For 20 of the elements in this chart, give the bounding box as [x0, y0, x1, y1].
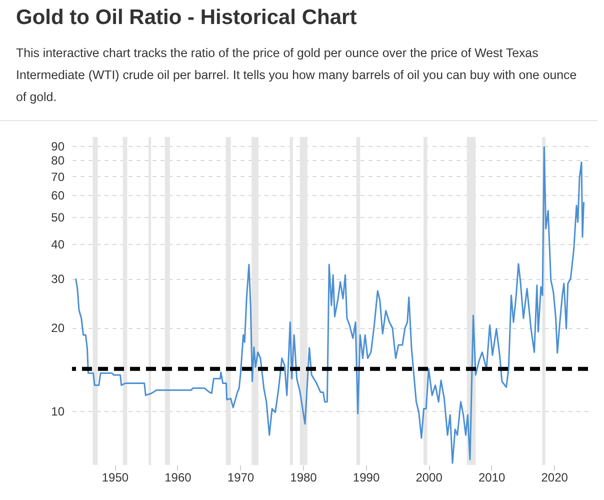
chart-subtitle: This interactive chart tracks the ratio of the price of gold per ounce over the price of West Texas Intermediate (WTI) crude oil per barrel. It tells you how many barrels of oil you can buy with one ounce of gold. [16, 45, 578, 106]
y-tick-label: 50 [51, 210, 65, 224]
y-tick-label: 30 [51, 272, 65, 286]
x-tick-label: 1980 [290, 470, 318, 484]
x-tick-label: 1960 [164, 470, 192, 484]
y-tick-label: 80 [51, 154, 65, 168]
y-tick-label: 70 [51, 170, 65, 184]
x-tick-label: 1950 [102, 470, 129, 484]
x-tick-label: 2010 [478, 470, 506, 484]
y-tick-label: 90 [51, 140, 65, 154]
x-tick-label: 1990 [352, 470, 380, 484]
x-tick-label: 1970 [227, 470, 254, 484]
x-tick-label: 2020 [541, 470, 568, 484]
line-series [75, 146, 585, 464]
y-tick-label: 10 [51, 404, 65, 419]
chart-title: Gold to Oil Ratio - Historical Chart [16, 6, 358, 30]
y-tick-label: 20 [51, 321, 65, 336]
y-tick-label: 60 [51, 188, 65, 202]
x-tick-label: 2000 [416, 470, 443, 484]
y-tick-label: 40 [51, 237, 65, 252]
